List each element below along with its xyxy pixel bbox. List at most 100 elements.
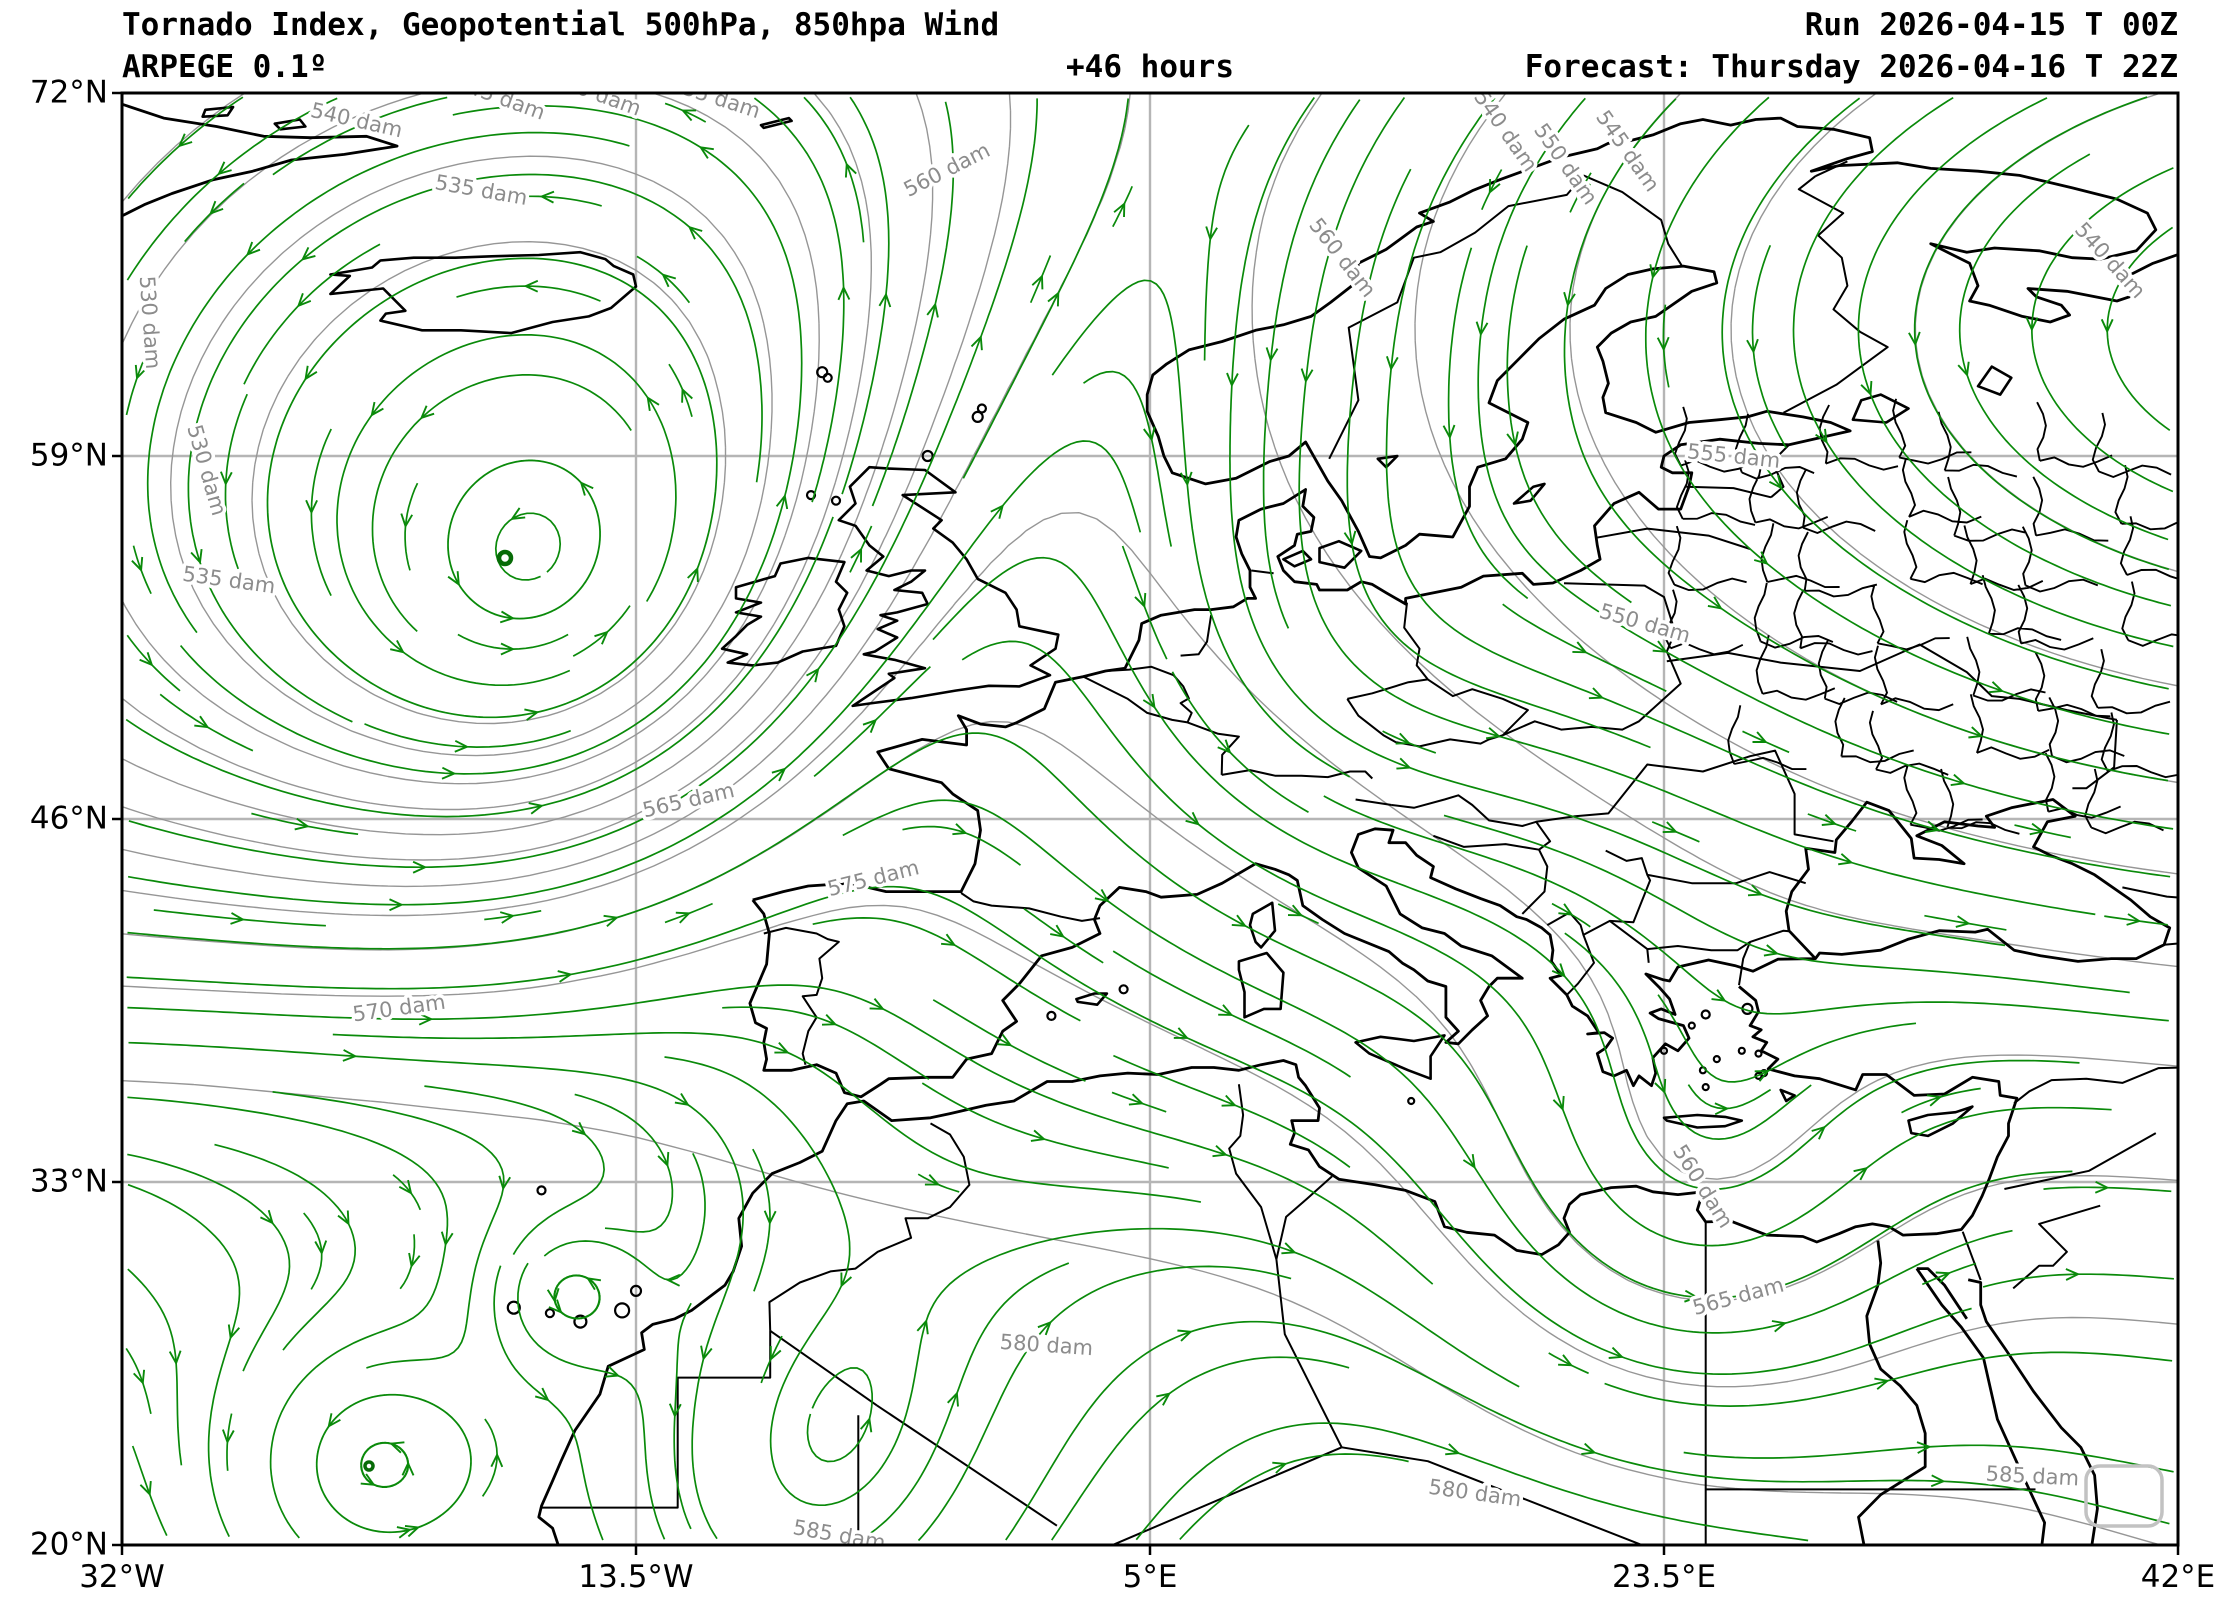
lead-time-label: +46 hours	[1066, 49, 1234, 85]
coastline	[1967, 1278, 2099, 1545]
island-coastline	[837, 465, 1060, 708]
streamline-arrowhead	[227, 1324, 241, 1340]
coastline	[537, 985, 2019, 1545]
streamline-arrowhead	[217, 161, 232, 176]
streamline-arrowhead	[1485, 727, 1502, 740]
wind-streamline	[636, 255, 691, 304]
wind-streamline	[481, 1418, 498, 1497]
wind-streamline	[1005, 1320, 2170, 1541]
wind-streamline	[131, 1445, 168, 1536]
wind-streamline	[214, 1143, 357, 1351]
small-island	[1700, 1009, 1711, 1020]
wind-streamlines-layer	[125, 96, 2174, 1542]
wind-streamline	[1135, 1422, 1809, 1542]
wind-streamline	[493, 1265, 604, 1541]
streamline-arrowhead	[661, 273, 677, 288]
streamline-arrowhead	[2029, 822, 2045, 836]
streamline-arrowhead	[698, 146, 714, 159]
streamline-arrowhead	[1652, 640, 1668, 653]
streamline-arrowhead	[1654, 1078, 1667, 1095]
wind-streamline	[243, 243, 381, 385]
streamline-arrowhead	[222, 1429, 235, 1445]
streamline-arrowhead	[1445, 1443, 1461, 1456]
wind-streamline	[1792, 96, 2174, 648]
country-border	[769, 1329, 878, 1407]
wind-streamline	[932, 556, 2080, 1191]
wind-streamline	[859, 1262, 1070, 1541]
streamline-arrowhead	[190, 548, 203, 565]
streamline-arrowhead	[941, 933, 957, 947]
country-border	[1251, 569, 1274, 575]
country-border	[1546, 874, 1652, 936]
country-border	[1566, 934, 1595, 996]
streamline-arrowhead	[441, 766, 457, 780]
streamline-arrowhead	[139, 651, 154, 667]
small-island	[1754, 1049, 1763, 1058]
lat-tick-label: 46°N	[29, 800, 108, 837]
streamline-arrowhead	[245, 241, 261, 257]
lon-tick-label: 23.5°E	[1611, 1559, 1717, 1595]
streamline-arrowhead	[557, 970, 573, 983]
streamline-arrowhead	[878, 292, 892, 308]
streamline-arrowhead	[1771, 1320, 1788, 1333]
streamline-arrowhead	[1217, 739, 1232, 754]
streamline-arrowhead	[665, 1273, 681, 1287]
island-coastline	[1662, 1113, 1744, 1129]
streamline-arrowhead	[806, 667, 820, 683]
streamline-arrowhead	[916, 1318, 929, 1335]
watermark-box	[2084, 1464, 2164, 1528]
streamline-arrowhead	[524, 708, 540, 721]
streamline-arrowhead	[850, 547, 863, 563]
wind-streamline	[517, 1262, 666, 1540]
wind-streamline	[1447, 247, 1529, 600]
wind-streamline	[752, 1148, 771, 1292]
geopotential-contour	[122, 1080, 2161, 1545]
wind-streamline	[921, 1082, 1169, 1169]
streamline-arrowhead	[300, 246, 316, 261]
wind-streamline	[961, 640, 2112, 1247]
wind-streamline	[543, 1153, 706, 1281]
streamline-arrowhead	[408, 1252, 421, 1269]
wind-streamline	[2106, 226, 2174, 431]
wind-streamline	[399, 1234, 416, 1290]
streamline-arrowhead	[337, 1210, 350, 1226]
streamline-arrowhead	[528, 802, 544, 815]
streamline-arrowhead	[1707, 596, 1723, 610]
streamline-arrowhead	[1031, 274, 1044, 290]
streamline-arrowhead	[1811, 1125, 1827, 1140]
wind-streamline	[494, 512, 562, 581]
small-island	[1118, 984, 1129, 995]
wind-streamline	[457, 633, 569, 650]
lat-tick-label: 72°N	[29, 74, 108, 111]
country-border	[1609, 920, 1650, 963]
wind-streamline	[332, 1031, 1202, 1203]
small-island	[830, 495, 842, 506]
wind-streamline	[1548, 1352, 1589, 1375]
country-border	[763, 926, 840, 1065]
streamline-arrowhead	[990, 504, 1005, 519]
contour-label: 560 dam	[900, 138, 994, 202]
island-coastline	[1376, 454, 1399, 469]
streamline-arrowhead	[1581, 1442, 1597, 1456]
wind-streamline	[1502, 603, 1667, 692]
wind-streamline	[2031, 167, 2174, 493]
streamline-arrowhead	[1926, 1094, 1943, 1107]
streamline-arrowhead	[594, 630, 609, 645]
country-border	[1275, 1175, 1333, 1260]
streamline-arrowhead	[1752, 731, 1768, 743]
wind-streamline	[1604, 1351, 2173, 1407]
streamline-arrowhead	[1396, 757, 1412, 770]
wind-streamline	[371, 373, 632, 633]
streamline-arrowhead	[844, 162, 857, 178]
streamline-arrowhead	[821, 1013, 838, 1026]
streamline-arrowhead	[674, 1093, 690, 1106]
country-border	[2164, 942, 2178, 946]
streamline-arrowhead	[1287, 904, 1304, 917]
streamline-arrowhead	[499, 911, 516, 924]
streamline-arrowhead	[1684, 1289, 1700, 1303]
coastline	[1916, 1267, 1968, 1320]
streamline-arrowhead	[837, 285, 851, 301]
streamline-arrowhead	[1853, 1166, 1869, 1181]
contour-label: 575 dam	[825, 855, 921, 901]
